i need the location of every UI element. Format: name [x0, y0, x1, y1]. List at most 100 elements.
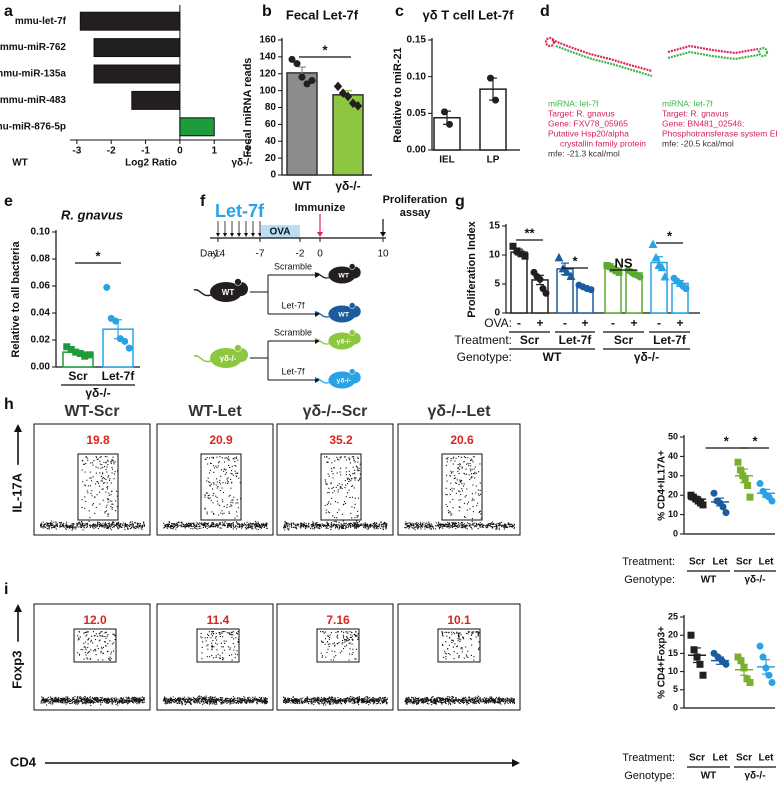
event — [304, 701, 306, 703]
event — [439, 526, 441, 528]
event — [99, 485, 101, 487]
event — [380, 698, 382, 700]
event — [372, 697, 374, 699]
event — [221, 457, 223, 459]
event — [343, 522, 345, 524]
event — [432, 526, 434, 528]
event — [461, 524, 463, 526]
event — [308, 698, 311, 701]
event — [350, 480, 352, 482]
event — [461, 490, 463, 492]
event — [218, 525, 220, 527]
event — [373, 698, 375, 700]
event — [471, 459, 473, 461]
event — [99, 503, 101, 505]
event — [223, 702, 225, 704]
event — [170, 702, 172, 704]
event — [201, 698, 203, 700]
event — [379, 697, 381, 699]
event — [324, 504, 326, 506]
event — [361, 697, 363, 699]
event — [170, 702, 172, 704]
event — [111, 643, 113, 645]
event — [263, 526, 265, 528]
event — [103, 699, 105, 702]
event — [459, 481, 461, 483]
event — [77, 635, 79, 637]
event — [126, 703, 128, 705]
gate — [200, 453, 242, 521]
event — [252, 525, 254, 527]
event — [212, 633, 214, 635]
event — [466, 509, 468, 511]
event — [207, 463, 209, 465]
event — [42, 524, 44, 526]
event — [234, 653, 236, 655]
event — [211, 631, 213, 633]
event — [83, 463, 85, 465]
event — [362, 699, 364, 701]
event — [198, 695, 200, 697]
event — [220, 475, 222, 477]
event — [89, 526, 91, 529]
event — [212, 512, 215, 515]
event — [221, 698, 223, 700]
event — [138, 701, 140, 703]
event — [216, 699, 218, 702]
row-label: Genotype: — [624, 574, 675, 586]
event — [344, 525, 346, 527]
event — [440, 523, 442, 525]
event — [325, 699, 327, 701]
event — [368, 701, 370, 704]
event — [254, 526, 256, 528]
category-label: + — [630, 316, 637, 330]
event — [333, 700, 335, 703]
event — [193, 522, 195, 524]
event — [358, 525, 360, 528]
event — [332, 697, 334, 699]
event — [136, 523, 139, 525]
event — [510, 525, 512, 527]
event — [236, 699, 238, 701]
event — [220, 702, 222, 704]
event — [348, 459, 350, 461]
event — [62, 524, 64, 526]
y-tick-label: 25 — [668, 611, 678, 621]
event — [259, 525, 261, 527]
event — [228, 632, 230, 634]
event — [95, 526, 97, 529]
event — [353, 524, 355, 526]
event — [338, 699, 340, 701]
event — [330, 697, 332, 699]
event — [80, 527, 83, 529]
structure-text: Target: R. gnavus — [548, 108, 615, 118]
y-tick-label: 30 — [668, 470, 678, 480]
event — [85, 654, 87, 656]
event — [227, 523, 229, 525]
event — [355, 527, 357, 529]
event — [83, 699, 86, 701]
event — [358, 524, 360, 526]
event — [108, 701, 110, 703]
event — [224, 457, 226, 459]
event — [314, 701, 316, 703]
event — [365, 526, 367, 528]
event — [295, 528, 298, 530]
event — [409, 525, 411, 528]
event — [352, 522, 354, 524]
point — [690, 646, 698, 654]
event — [211, 456, 213, 458]
event — [340, 467, 342, 469]
event — [318, 524, 320, 527]
event — [212, 631, 214, 633]
event — [110, 526, 112, 528]
event — [225, 699, 227, 701]
event — [421, 525, 423, 527]
event — [321, 701, 323, 703]
event — [105, 510, 108, 512]
event — [332, 486, 334, 489]
event — [177, 524, 179, 526]
event — [333, 467, 335, 469]
group-label: WT — [701, 771, 717, 782]
event — [85, 462, 87, 465]
